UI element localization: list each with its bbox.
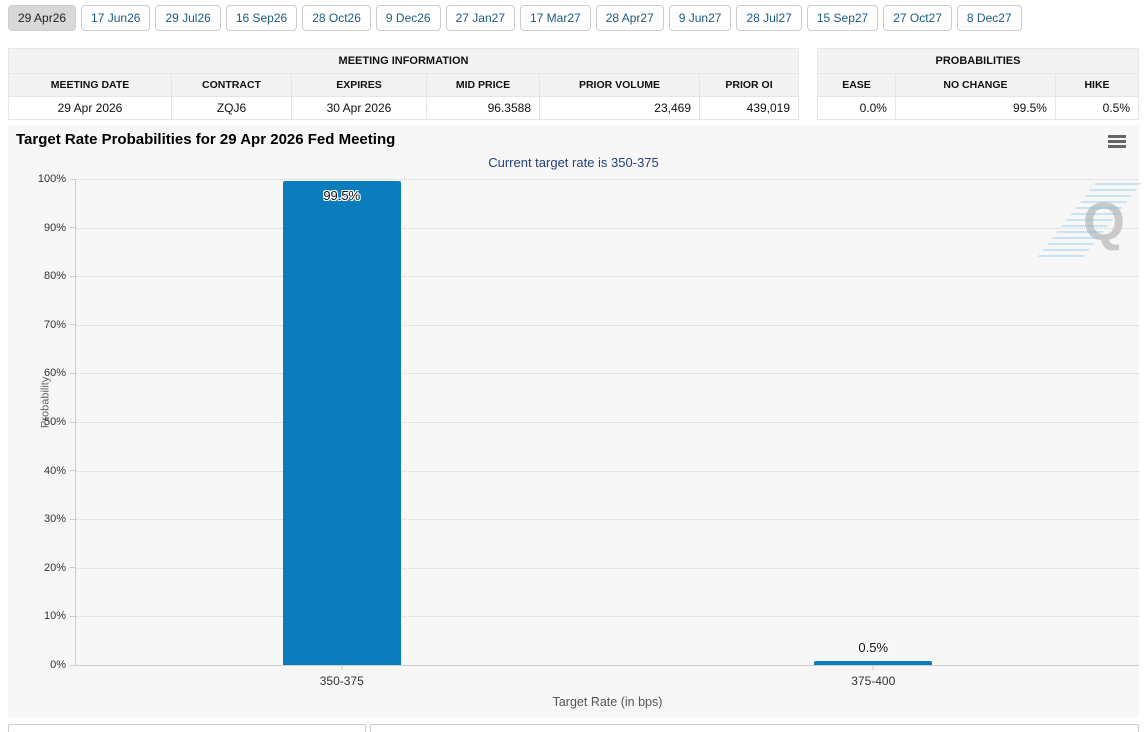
col-contract: CONTRACT [171, 73, 292, 97]
probabilities-title: PROBABILITIES [816, 48, 1140, 74]
y-axis-label: 40% [43, 464, 66, 477]
col-mid-price: MID PRICE [426, 73, 540, 97]
tab-17-mar27[interactable]: 17 Mar27 [520, 5, 591, 31]
tab-27-oct27[interactable]: 27 Oct27 [883, 5, 952, 31]
y-axis-tick [70, 421, 76, 423]
x-axis-label-350-375: 350-375 [319, 674, 364, 688]
prior-oi-value: 439,019 [698, 96, 800, 120]
meeting-date-value: 29 Apr 2026 [8, 96, 172, 120]
y-axis-label: 60% [43, 367, 66, 380]
y-axis-label: 90% [43, 221, 66, 234]
tab-15-sep27[interactable]: 15 Sep27 [806, 5, 879, 31]
mid-price-value: 96.3588 [426, 96, 540, 120]
tab-29-jul26[interactable]: 29 Jul26 [155, 5, 221, 31]
tab-28-jul27[interactable]: 28 Jul27 [736, 5, 802, 31]
y-axis-tick [70, 518, 76, 520]
tab-9-dec26[interactable]: 9 Dec26 [375, 5, 441, 31]
y-axis-tick [70, 275, 76, 277]
chart-title: Target Rate Probabilities for 29 Apr 202… [16, 131, 396, 148]
y-gridline [76, 422, 1139, 423]
bar-value-label: 0.5% [858, 639, 889, 655]
meeting-tab-bar: 29 Apr26 17 Jun26 29 Jul26 16 Sep26 28 Oct26… [8, 5, 1022, 31]
col-prior-volume: PRIOR VOLUME [539, 73, 700, 97]
tab-8-dec27[interactable]: 8 Dec27 [956, 5, 1022, 31]
meeting-information-table: MEETING INFORMATION MEETING DATE CONTRAC… [7, 48, 800, 120]
y-axis-label: 30% [43, 513, 66, 526]
summary-tables: MEETING INFORMATION MEETING DATE CONTRAC… [7, 48, 1140, 120]
meeting-information-title: MEETING INFORMATION [7, 48, 800, 74]
y-gridline [76, 567, 1139, 569]
y-gridline [76, 470, 1139, 472]
probabilities-table: PROBABILITIES EASE NO CHANGE HIKE 0.0% 9… [816, 48, 1140, 120]
y-axis-tick [70, 470, 76, 472]
partial-table-below-left [8, 724, 366, 732]
tab-29-apr26[interactable]: 29 Apr26 [8, 5, 77, 31]
y-axis-tick [70, 615, 76, 617]
bar-375-400[interactable] [814, 661, 933, 665]
prior-volume-value: 23,469 [539, 96, 700, 120]
chart-subtitle: Current target rate is 350-375 [488, 155, 659, 170]
probabilities-row: 0.0% 99.5% 0.5% [816, 96, 1140, 120]
x-axis-label-375-400: 375-400 [851, 674, 896, 688]
fedwatch-probability-chart: Target Rate Probabilities for 29 Apr 202… [8, 125, 1142, 717]
hike-value: 0.5% [1054, 96, 1140, 120]
col-ease: EASE [816, 73, 896, 97]
y-axis-label: 80% [43, 270, 66, 283]
tab-27-jan27[interactable]: 27 Jan27 [445, 5, 515, 31]
y-axis-tick [70, 227, 76, 229]
tab-9-jun27[interactable]: 9 Jun27 [668, 5, 732, 31]
plot-area: Probability Target Rate (in bps) 0% 10% 20… [38, 173, 1139, 709]
no-change-value: 99.5% [894, 96, 1056, 120]
col-prior-oi: PRIOR OI [698, 73, 800, 97]
col-no-change: NO CHANGE [894, 73, 1056, 97]
hamburger-menu-icon[interactable] [1107, 134, 1127, 150]
tab-16-sep26[interactable]: 16 Sep26 [225, 5, 298, 31]
y-gridline [76, 179, 1139, 180]
y-gridline [76, 373, 1139, 375]
contract-value: ZQJ6 [171, 96, 292, 120]
y-gridline [76, 276, 1139, 278]
y-gridline [76, 324, 1139, 326]
col-expires: EXPIRES [291, 73, 427, 97]
expires-value: 30 Apr 2026 [291, 96, 427, 120]
bar-350-375[interactable] [282, 181, 401, 665]
y-gridline [76, 616, 1139, 618]
tab-28-apr27[interactable]: 28 Apr27 [595, 5, 664, 31]
y-axis-tick [70, 178, 76, 180]
x-axis-title: Target Rate (in bps) [552, 695, 663, 709]
y-axis-tick [70, 567, 76, 569]
y-axis-label: 50% [43, 416, 66, 428]
meeting-information-row: 29 Apr 2026 ZQJ6 30 Apr 2026 96.3588 23,… [8, 96, 800, 120]
bar-value-label: 99.5% [323, 188, 361, 204]
y-axis-label: 10% [43, 610, 66, 623]
y-axis-label: 70% [43, 318, 66, 331]
y-axis-tick [70, 664, 76, 666]
ease-value: 0.0% [816, 96, 896, 120]
y-gridline [76, 227, 1139, 229]
x-axis-tick [341, 665, 343, 670]
partial-table-below-right [370, 724, 1139, 732]
col-hike: HIKE [1054, 73, 1140, 97]
y-gridline [76, 519, 1139, 521]
col-meeting-date: MEETING DATE [8, 73, 172, 97]
y-axis-label: 100% [37, 173, 66, 185]
tab-28-oct26[interactable]: 28 Oct26 [302, 5, 371, 31]
tab-17-jun26[interactable]: 17 Jun26 [81, 5, 151, 31]
y-axis-tick [70, 324, 76, 326]
x-axis-tick [872, 665, 874, 670]
y-axis-tick [70, 372, 76, 374]
y-axis-label: 20% [43, 561, 66, 574]
y-axis-label: 0% [50, 659, 66, 671]
